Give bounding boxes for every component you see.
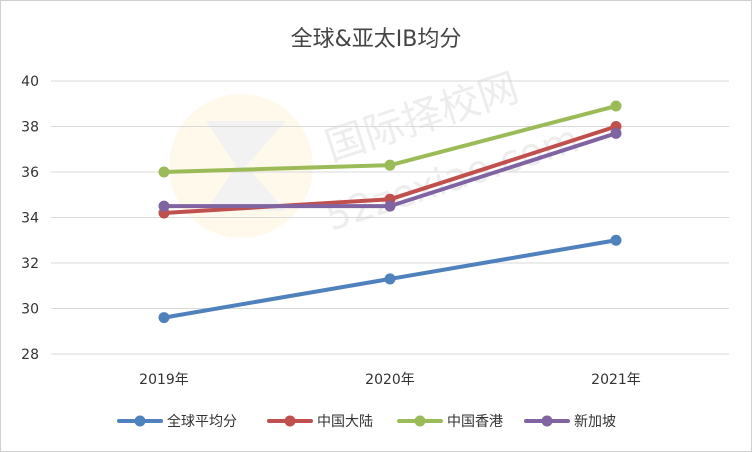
series-0 [158,234,622,324]
series-group [158,100,622,324]
x-tick-label: 2019年 [139,372,189,388]
y-tick-label: 32 [21,256,39,272]
legend-item: 新加坡 [524,414,616,430]
y-tick-label: 38 [21,120,39,136]
data-point [384,273,396,285]
data-point [384,200,396,212]
legend-item: 中国香港 [397,414,503,430]
data-point [158,200,170,212]
x-axis-ticks: 2019年 2020年 2021年 [139,372,641,388]
legend-label: 中国大陆 [317,414,373,430]
chart-title: 全球&亚太IB均分 [291,27,462,52]
watermark: 国际择校网 52zexiao.com [169,65,584,240]
x-tick-label: 2021年 [591,372,641,388]
data-point [158,166,170,178]
legend-swatch-marker [284,415,296,427]
y-axis-ticks: 28 30 32 34 36 38 40 [21,74,39,363]
legend-swatch-marker [414,415,426,427]
legend-item: 中国大陆 [267,414,373,430]
data-point [610,100,622,112]
legend-label: 新加坡 [574,414,616,430]
y-tick-label: 30 [21,302,39,318]
y-tick-label: 28 [21,347,39,363]
watermark-logo [169,94,313,238]
legend: 全球平均分 中国大陆 中国香港 新加坡 [117,413,616,430]
data-point [384,159,396,171]
x-tick-label: 2020年 [365,372,415,388]
watermark-logo-mark [206,121,286,211]
legend-label: 全球平均分 [167,413,237,430]
legend-swatch-marker [134,415,146,427]
series-2 [158,100,622,178]
data-point [610,127,622,139]
data-point [158,312,170,324]
legend-label: 中国香港 [447,414,503,430]
legend-swatch-marker [541,415,553,427]
legend-item: 全球平均分 [117,413,237,430]
data-point [610,234,622,246]
y-tick-label: 40 [21,74,39,90]
y-tick-label: 36 [21,165,39,181]
y-tick-label: 34 [21,211,39,227]
series-3 [158,127,622,212]
